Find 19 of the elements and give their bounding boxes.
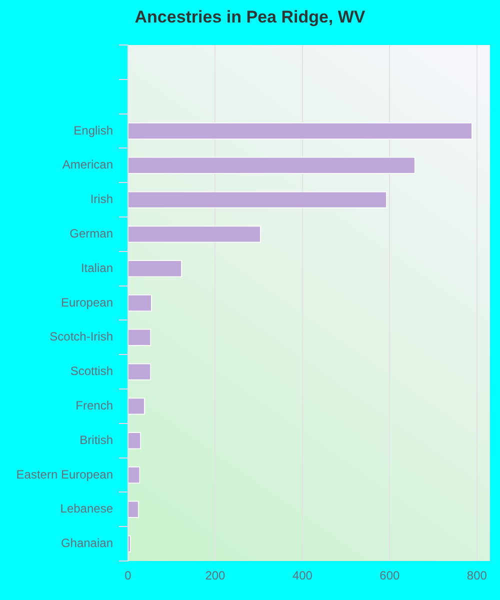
y-tick-label: English (74, 123, 113, 138)
y-tick-label: European (60, 295, 113, 310)
y-tick-label: Eastern European (16, 467, 113, 482)
y-tick-label: Scottish (70, 364, 113, 378)
y-tick-label: American (62, 158, 113, 172)
x-tick-label: 400 (292, 568, 313, 583)
y-tick-label: Scotch-Irish (50, 330, 113, 344)
x-tick-label: 200 (205, 568, 226, 583)
y-tick-label: French (76, 398, 113, 413)
y-tick-label: British (80, 432, 113, 447)
y-tick-label: Italian (80, 260, 113, 275)
y-tick-label: Lebanese (60, 502, 114, 516)
x-tick-label: 600 (380, 568, 400, 583)
x-tick-label: 800 (466, 568, 488, 583)
y-tick-label: Ghanaian (60, 536, 113, 550)
y-tick-label: Irish (90, 192, 113, 206)
x-tick-label: 0 (124, 568, 132, 583)
chart-title: Ancestries in Pea Ridge, WV (134, 8, 366, 27)
y-tick-label: German (70, 226, 113, 241)
